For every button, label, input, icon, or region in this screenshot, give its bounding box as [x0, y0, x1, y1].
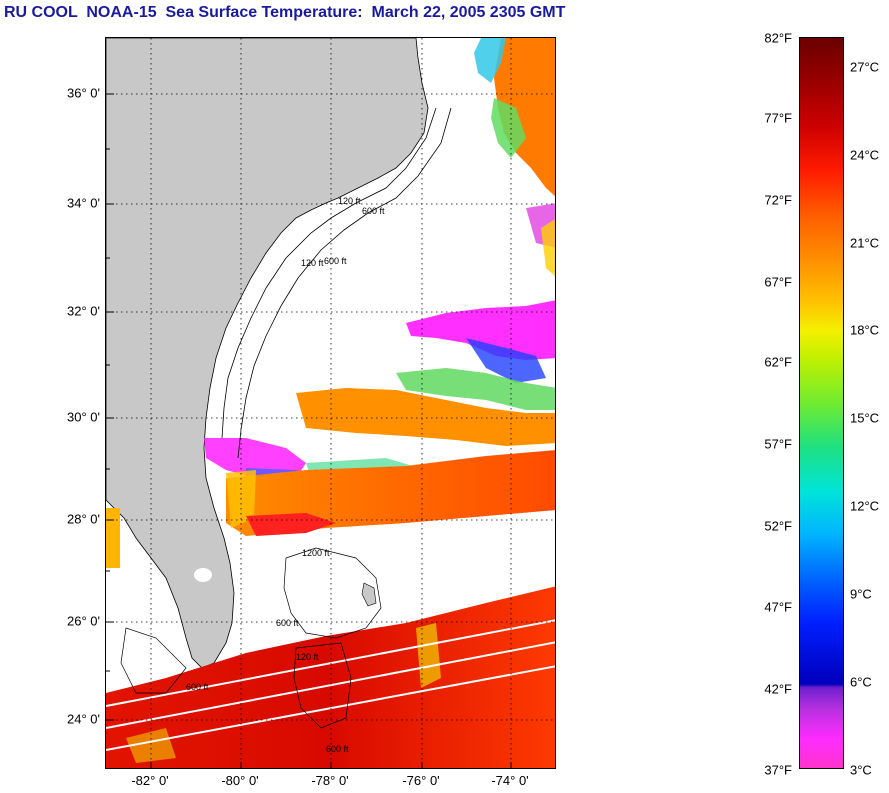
colorbar-c-label: 18°C [850, 322, 880, 338]
sst-shelf-mix [204, 438, 306, 478]
sst-map: 120 ft 600 ft 120 ft 600 ft 1200 ft 600 … [105, 37, 556, 769]
isobath-600 [237, 107, 452, 459]
isobath-bahamas [283, 547, 382, 639]
colorbar-f-label: 67°F [764, 274, 792, 290]
sst-north-yellow [541, 219, 555, 277]
sst-swath-south [106, 586, 555, 768]
colorbar-c-label: 12°C [850, 498, 880, 514]
bottom-ticks [150, 762, 512, 768]
isobath-label: 120 ft [296, 652, 319, 662]
sst-gulf-stream-north [494, 38, 555, 197]
colorbar-c-label: 15°C [850, 410, 880, 426]
colorbar-c-label: 24°C [850, 147, 880, 163]
sst-north-green [491, 98, 526, 158]
graticule [106, 38, 555, 768]
sst-orange-band [296, 388, 555, 446]
left-ticks [106, 93, 114, 721]
lat-label-24: 24° 0' [67, 711, 100, 727]
colorbar-f-label: 42°F [764, 681, 792, 697]
colorbar-f-label: 82°F [764, 30, 792, 46]
sst-green-band [396, 368, 555, 410]
colorbar-c-label: 9°C [850, 586, 872, 602]
isobath-label: 600 ft [276, 618, 299, 628]
lat-label-30: 30° 0' [67, 409, 100, 425]
colorbar-f-label: 37°F [764, 762, 792, 778]
colorbar-f-label: 72°F [764, 192, 792, 208]
land-bahamas-small [361, 582, 377, 607]
sst-north-cyan [474, 38, 506, 83]
colorbar-c-label: 6°C [850, 674, 872, 690]
isobath-keys [120, 627, 187, 694]
temperature-colorbar [799, 37, 844, 769]
lat-label-28: 28° 0' [67, 511, 100, 527]
isobath-label: 120 ft [338, 196, 361, 206]
map-canvas: 120 ft 600 ft 120 ft 600 ft 1200 ft 600 … [106, 38, 555, 768]
lat-label-36: 36° 0' [67, 85, 100, 101]
lat-label-34: 34° 0' [67, 195, 100, 211]
colorbar-f-label: 62°F [764, 354, 792, 370]
colorbar-f-label: 47°F [764, 599, 792, 615]
isobath-label: 600 ft [324, 256, 347, 266]
lon-label-80: -80° 0' [221, 773, 259, 788]
lon-label-76: -76° 0' [402, 773, 440, 788]
swath-gap-1 [106, 619, 555, 707]
lat-label-32: 32° 0' [67, 303, 100, 319]
isobath-label: 1200 ft [302, 548, 330, 558]
isobath-120 [221, 107, 437, 439]
swath-gap-3 [106, 665, 555, 751]
isobath-label: 600 ft [326, 744, 349, 754]
colorbar-c-label: 27°C [850, 59, 880, 75]
swath-gap-2 [106, 641, 555, 729]
isobath-label: 600 ft [362, 206, 385, 216]
colorbar-c-label: 21°C [850, 235, 880, 251]
colorbar-f-label: 52°F [764, 518, 792, 534]
sst-red-streak [246, 513, 336, 536]
sst-gulf-patch [106, 508, 120, 568]
sst-south-yellow-2 [126, 728, 176, 763]
colorbar-c-label: 3°C [850, 762, 872, 778]
lake-okeechobee [194, 568, 212, 582]
isobath-label: 120 ft [301, 258, 324, 268]
isobath-andros [293, 642, 352, 729]
sst-blue-fringe [466, 338, 546, 383]
lat-label-26: 26° 0' [67, 613, 100, 629]
lon-label-78: -78° 0' [311, 773, 349, 788]
isobath-label: 600 ft [186, 682, 209, 692]
land-us-mainland [106, 38, 429, 669]
sst-cold-filament [406, 300, 555, 360]
page-title: RU COOL NOAA-15 Sea Surface Temperature:… [4, 4, 566, 21]
lon-label-74: -74° 0' [491, 773, 529, 788]
lon-label-82: -82° 0' [131, 773, 169, 788]
colorbar-f-label: 77°F [764, 110, 792, 126]
colorbar-f-label: 57°F [764, 436, 792, 452]
